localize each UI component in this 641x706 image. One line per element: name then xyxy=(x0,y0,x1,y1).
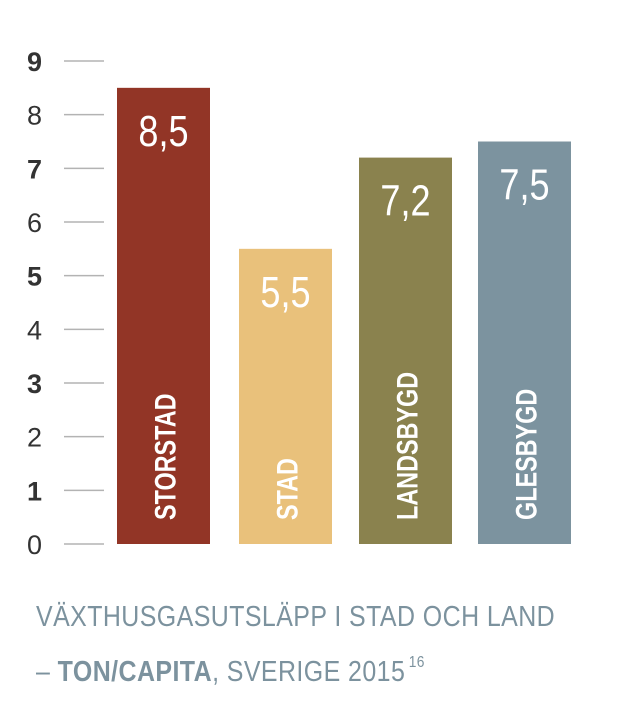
y-tick-label: 5 xyxy=(27,262,42,292)
caption-line-1: VÄXTHUSGASUTSLÄPP I STAD OCH LAND xyxy=(36,601,556,633)
y-tick-label: 8 xyxy=(27,101,42,131)
bar-value-label: 8,5 xyxy=(138,106,188,155)
bar-landsbygd xyxy=(359,157,452,544)
y-tick-label: 6 xyxy=(27,208,42,238)
chart-caption: VÄXTHUSGASUTSLÄPP I STAD OCH LAND – TON/… xyxy=(36,594,556,695)
bar-value-label: 7,5 xyxy=(499,160,549,209)
bar-value-label: 5,5 xyxy=(260,267,310,316)
bar-chart: 9 8 7 6 5 4 3 2 1 0 8,5 STORSTAD 5,5 STAD 7,2 LANDSBYG… xyxy=(27,47,571,560)
bar-glesbygd xyxy=(478,141,571,544)
bar-category-label: LANDSBYGD xyxy=(391,372,424,520)
y-tick-label: 4 xyxy=(27,315,42,345)
bar-value-label: 7,2 xyxy=(380,176,430,225)
y-tick-label: 0 xyxy=(27,530,42,560)
y-tick-label: 9 xyxy=(27,47,42,77)
bar-stad xyxy=(239,248,332,545)
bars: 8,5 STORSTAD 5,5 STAD 7,2 LANDSBYGD 7,5 GLESBYG… xyxy=(117,87,571,545)
caption-dash: – xyxy=(36,656,58,688)
caption-line-2: – TON/CAPITA, SVERIGE 2015 16 xyxy=(36,640,543,695)
bar-category-label: GLESBYGD xyxy=(510,389,543,520)
y-axis: 9 8 7 6 5 4 3 2 1 0 xyxy=(27,47,104,560)
bar-category-label: STAD xyxy=(271,458,304,520)
caption-unit: TON/CAPITA xyxy=(57,656,213,688)
y-tick-label: 1 xyxy=(27,476,42,506)
y-tick-label: 3 xyxy=(27,369,42,399)
y-tick-label: 2 xyxy=(27,423,42,453)
y-tick-label: 7 xyxy=(27,154,42,184)
bar-storstad xyxy=(117,87,210,544)
caption-source: , SVERIGE 2015 xyxy=(212,656,406,688)
caption-footnote: 16 xyxy=(408,654,425,671)
bar-category-label: STORSTAD xyxy=(149,394,182,520)
